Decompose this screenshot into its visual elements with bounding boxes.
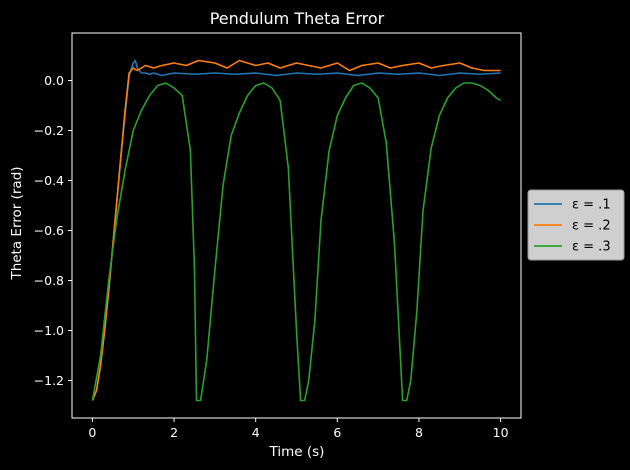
- plot-area: [71, 32, 522, 419]
- x-tick-label: 0: [88, 425, 96, 440]
- legend-label-3: ε = .3: [572, 240, 611, 255]
- y-tick-label: 0.0: [44, 73, 64, 88]
- x-axis-ticks: 0 2 4 6 8 10: [88, 418, 509, 440]
- y-tick-label: −0.4: [34, 173, 64, 188]
- legend-label-1: ε = .1: [572, 198, 611, 213]
- y-axis-ticks: 0.0 −0.2 −0.4 −0.6 −0.8 −1.0 −1.2: [34, 73, 72, 388]
- axes-frame: [71, 32, 522, 419]
- y-tick-label: −1.2: [34, 373, 64, 388]
- y-tick-label: −0.8: [34, 273, 64, 288]
- legend-label-2: ε = .2: [572, 219, 611, 234]
- y-tick-label: −0.6: [34, 223, 64, 238]
- x-tick-label: 8: [415, 425, 423, 440]
- x-axis-label: Time (s): [269, 444, 325, 460]
- x-tick-label: 10: [493, 425, 509, 440]
- x-tick-label: 2: [170, 425, 178, 440]
- chart-title: Pendulum Theta Error: [210, 9, 385, 28]
- y-tick-label: −1.0: [34, 323, 64, 338]
- series-line-2: [91, 59, 501, 401]
- y-axis-label: Theta Error (rad): [9, 166, 25, 280]
- legend: ε = .1 ε = .2 ε = .3: [527, 189, 625, 261]
- x-tick-label: 4: [252, 425, 260, 440]
- series-line-3: [91, 82, 502, 402]
- x-tick-label: 6: [333, 425, 341, 440]
- legend-box: [527, 189, 625, 261]
- y-tick-label: −0.2: [34, 123, 64, 138]
